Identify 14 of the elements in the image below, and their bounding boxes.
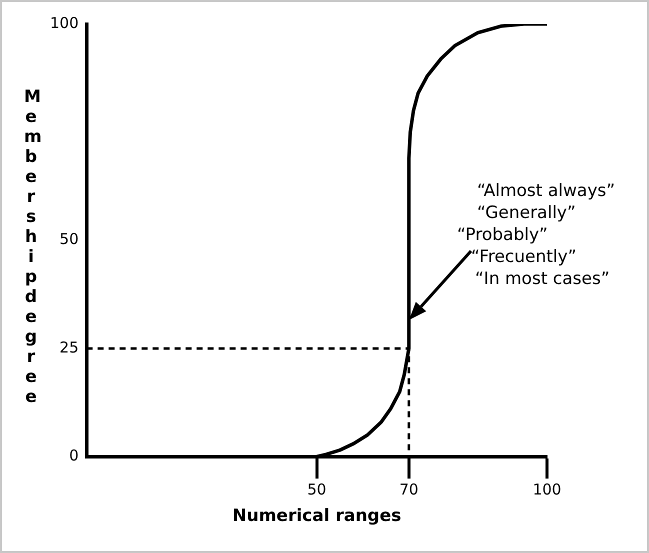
x-tick-label: 100	[532, 480, 562, 498]
annotation: “Almost always”	[477, 181, 616, 201]
text: Membership degree	[24, 87, 42, 407]
annotation: “Generally”	[477, 203, 576, 223]
y-tick-label: 0	[69, 446, 79, 464]
annotation: “Frecuently”	[471, 247, 577, 267]
y-tick-label: 50	[60, 230, 79, 248]
x-tick-label: 70	[399, 480, 418, 498]
annotation: “In most cases”	[475, 269, 610, 289]
x-axis-title: Numerical ranges	[232, 506, 402, 526]
y-tick-label: 25	[60, 338, 79, 356]
annotation: “Probably”	[457, 225, 548, 245]
y-tick-label: 100	[50, 14, 79, 32]
x-tick-label: 50	[307, 480, 326, 498]
